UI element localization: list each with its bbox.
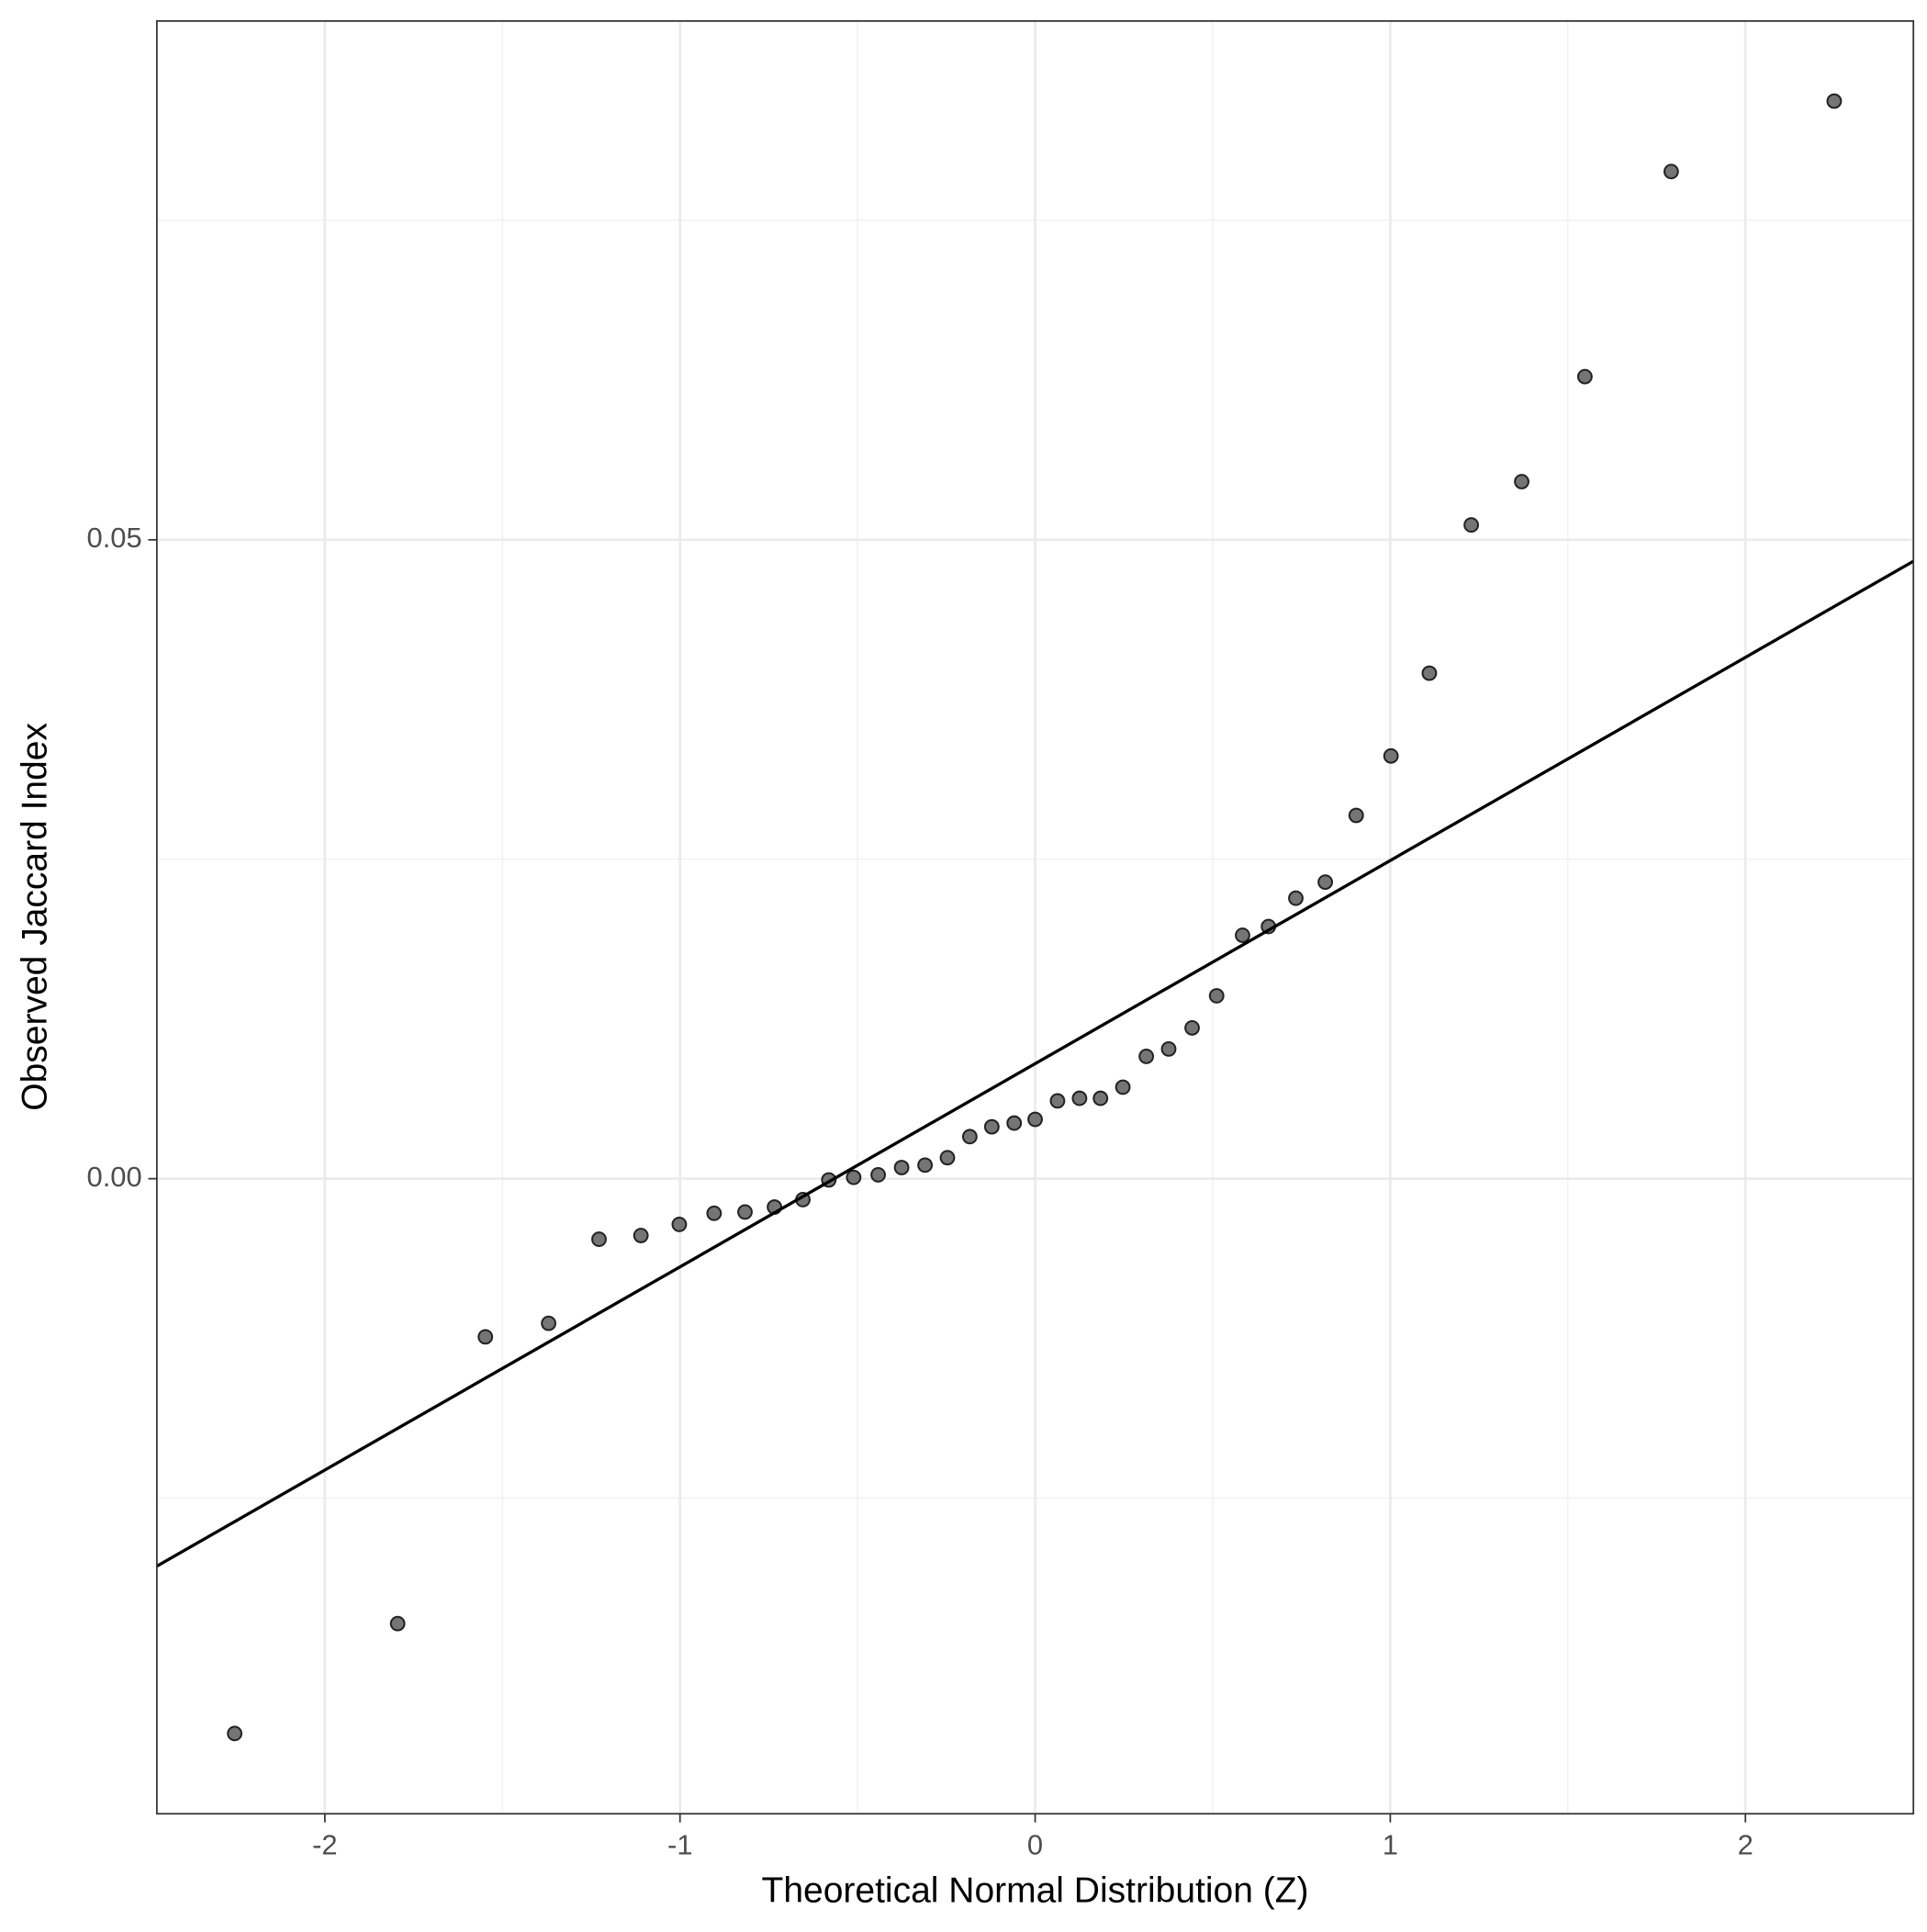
point — [1092, 1090, 1109, 1106]
reference-line — [156, 559, 1915, 1568]
point — [1317, 874, 1333, 891]
point — [1184, 1020, 1200, 1036]
point — [917, 1157, 934, 1174]
point — [1663, 163, 1679, 180]
point — [1235, 927, 1250, 943]
point — [1383, 747, 1399, 764]
x-tick-label: -1 — [667, 1829, 693, 1861]
point — [846, 1169, 862, 1185]
point — [737, 1204, 753, 1220]
point — [870, 1167, 886, 1183]
x-tick-label: -2 — [312, 1829, 338, 1861]
point — [1826, 93, 1843, 109]
point — [983, 1118, 1000, 1135]
point — [1160, 1040, 1177, 1057]
point — [1115, 1079, 1131, 1095]
x-tick-label: 2 — [1738, 1829, 1753, 1861]
point — [1514, 474, 1529, 489]
point — [961, 1129, 978, 1145]
y-axis-title: Observed Jaccard Index — [16, 723, 55, 1111]
point — [1348, 807, 1364, 824]
point — [1208, 988, 1225, 1004]
marks — [156, 93, 1915, 1742]
point — [1006, 1115, 1023, 1131]
point — [939, 1150, 956, 1166]
point — [1138, 1049, 1155, 1064]
point — [1049, 1093, 1066, 1109]
point — [633, 1228, 649, 1243]
x-tick-label: 1 — [1383, 1829, 1398, 1861]
point — [1288, 890, 1304, 906]
point — [477, 1329, 494, 1345]
point — [706, 1205, 723, 1221]
point — [893, 1160, 910, 1175]
point — [591, 1231, 607, 1247]
point — [1463, 517, 1479, 534]
x-tick-label: 0 — [1027, 1829, 1043, 1861]
point — [671, 1217, 688, 1232]
point — [389, 1615, 406, 1632]
point — [1071, 1090, 1088, 1106]
point — [541, 1315, 556, 1331]
grid — [156, 20, 1914, 1814]
point — [1421, 665, 1438, 681]
point — [227, 1725, 243, 1742]
point — [1576, 368, 1593, 385]
y-tick-label: 0.00 — [87, 1161, 142, 1193]
y-tick-label: 0.05 — [87, 522, 142, 554]
x-axis-title: Theoretical Normal Distribution (Z) — [762, 1871, 1309, 1911]
point — [1027, 1111, 1043, 1128]
